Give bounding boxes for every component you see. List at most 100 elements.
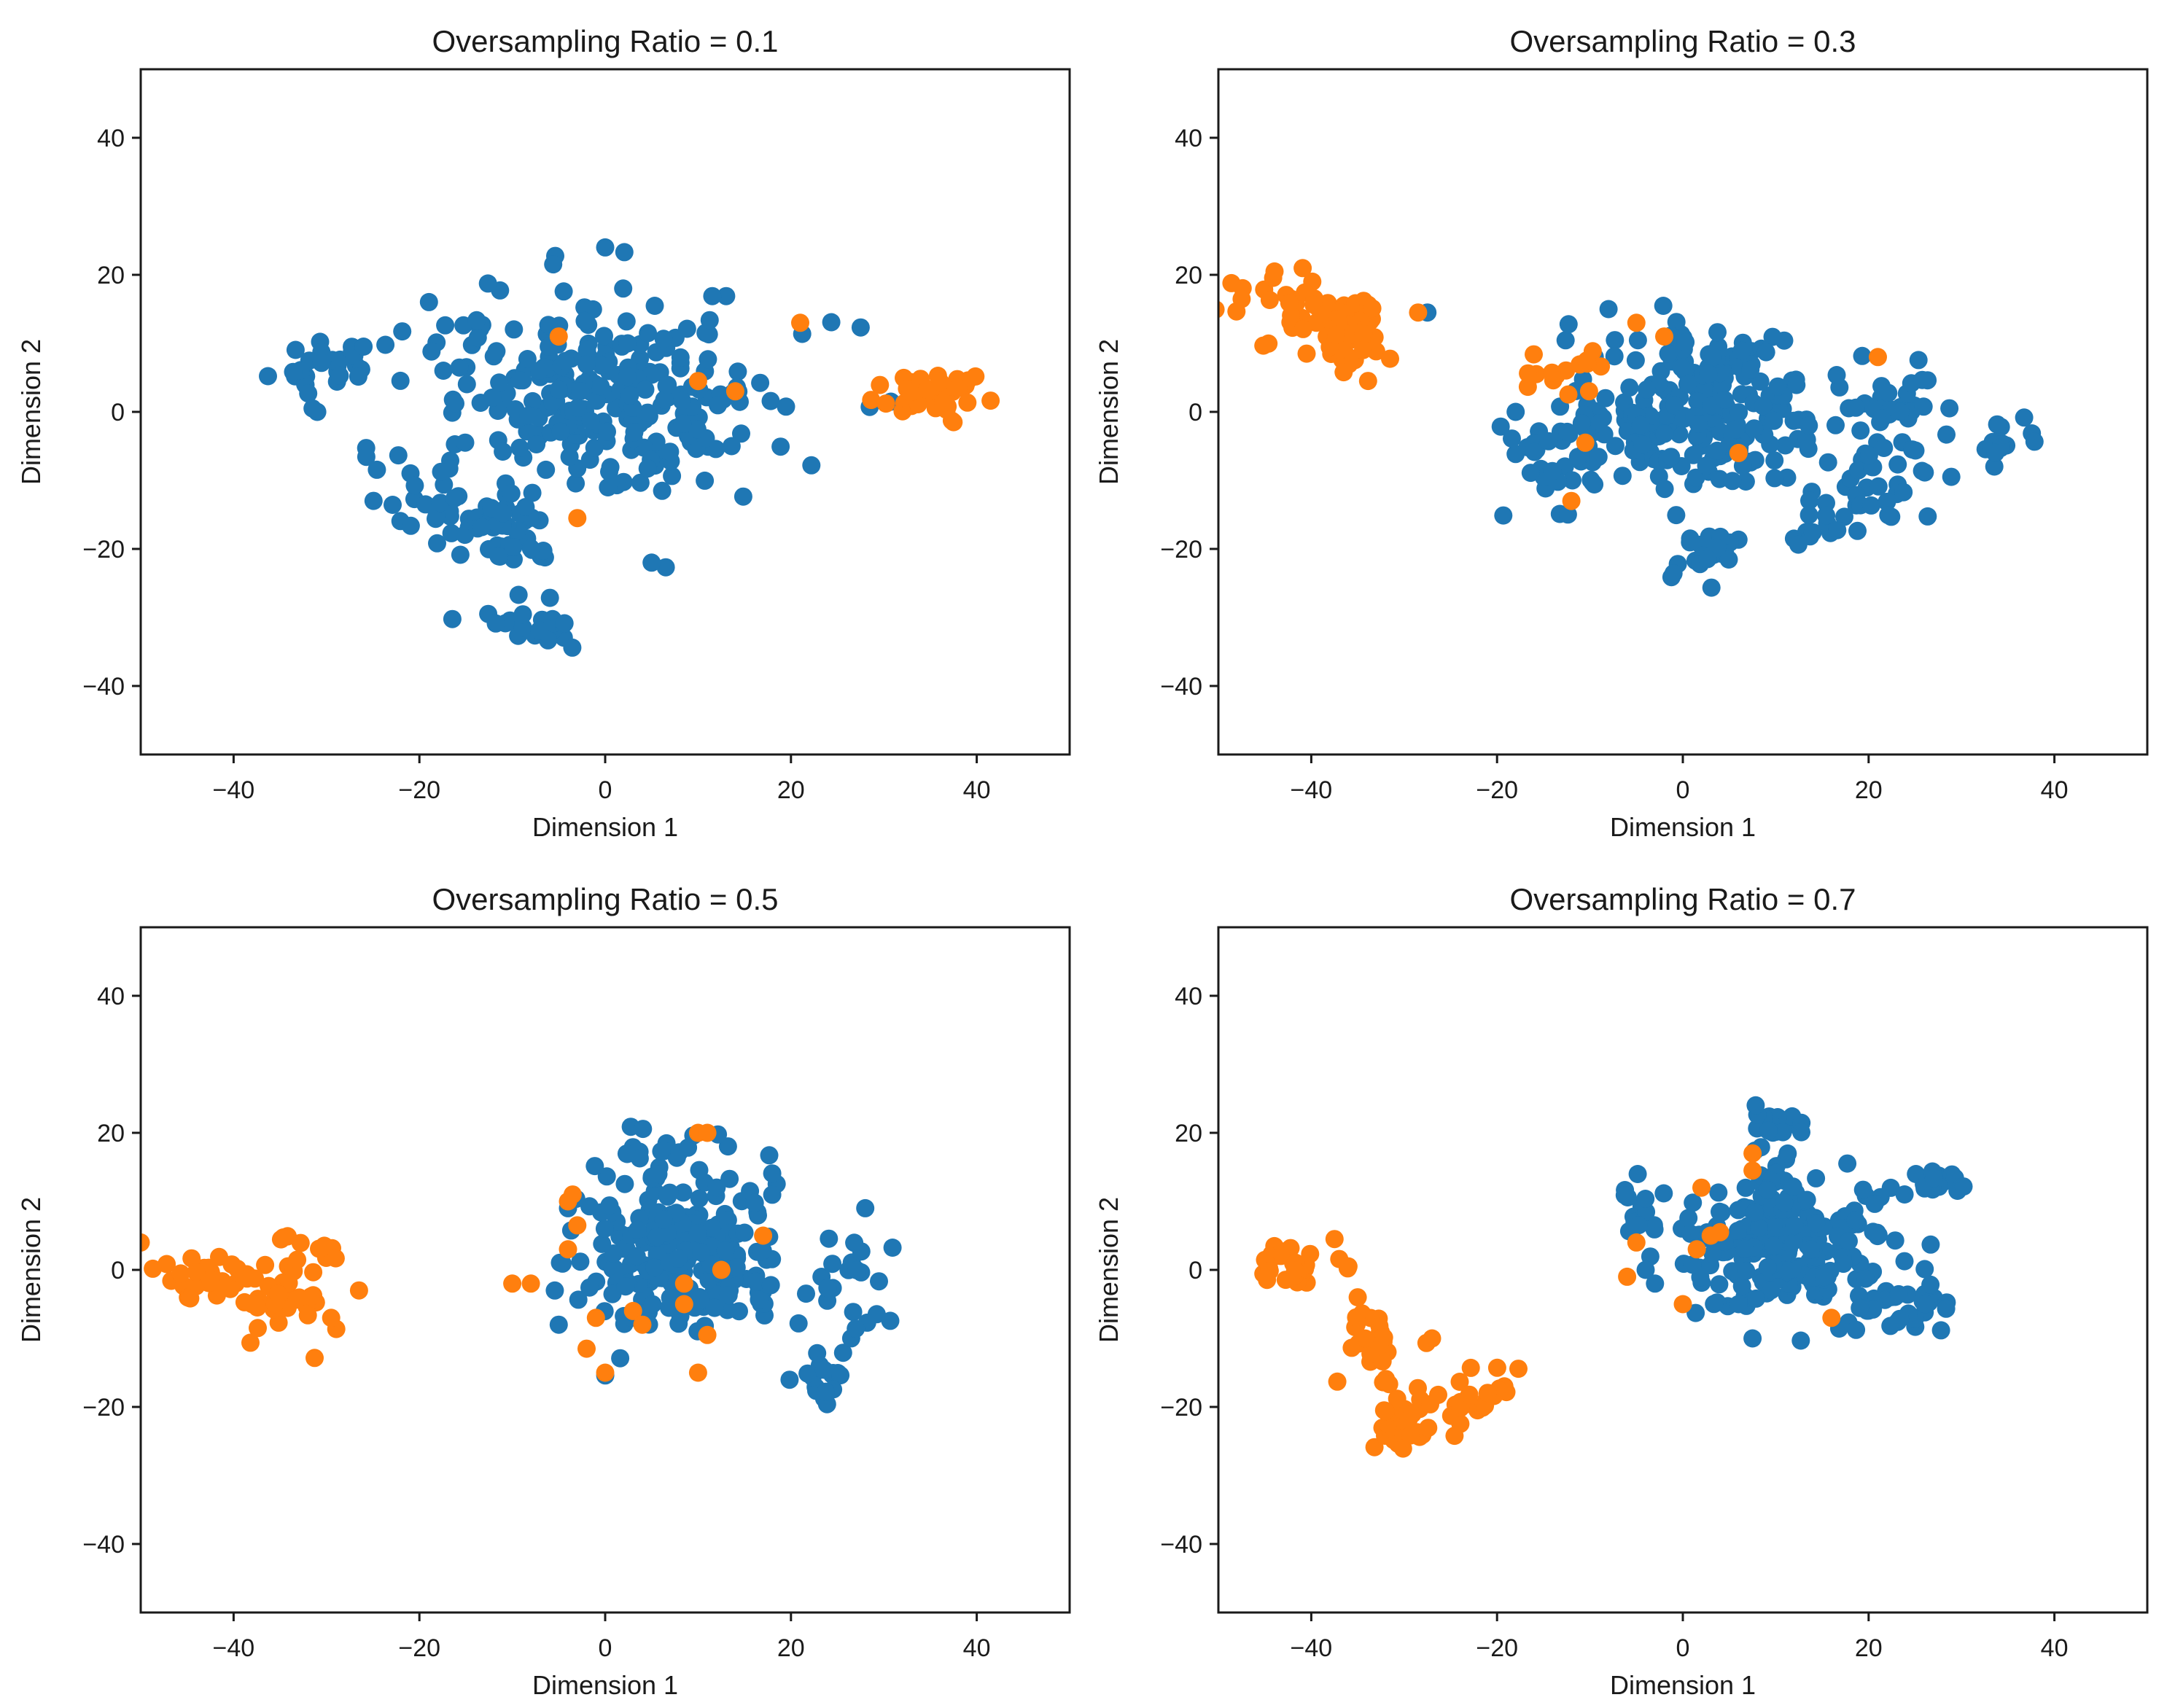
point-majority — [575, 311, 594, 330]
point-majority — [1986, 443, 2005, 462]
point-majority — [1708, 323, 1727, 342]
scatter-points — [259, 238, 1000, 657]
point-majority — [1735, 1239, 1754, 1258]
point-majority — [1942, 467, 1961, 486]
point-majority — [703, 286, 722, 305]
point-majority — [600, 462, 618, 481]
point-minority — [182, 1249, 201, 1268]
point-majority — [818, 1279, 837, 1298]
point-majority — [1758, 1180, 1777, 1199]
point-majority — [615, 243, 634, 262]
point-majority — [1807, 1169, 1826, 1188]
point-minority — [1711, 1222, 1730, 1241]
point-minority — [1627, 1233, 1646, 1252]
point-minority — [674, 1274, 693, 1293]
point-minority — [1525, 345, 1543, 364]
point-majority — [1662, 448, 1681, 467]
point-majority — [1891, 1309, 1910, 1328]
point-majority — [1818, 453, 1837, 472]
point-majority — [669, 1249, 688, 1268]
point-majority — [1703, 348, 1722, 367]
point-majority — [1659, 344, 1678, 363]
series-majority — [1418, 297, 2044, 597]
point-majority — [1800, 491, 1818, 510]
point-majority — [1765, 469, 1784, 488]
point-majority — [1525, 442, 1544, 461]
point-majority — [419, 292, 438, 311]
point-majority — [679, 1138, 698, 1157]
point-majority — [717, 286, 736, 305]
point-minority — [1339, 1257, 1358, 1276]
x-tick-label: −40 — [213, 776, 255, 804]
point-majority — [616, 1277, 635, 1296]
point-majority — [1763, 327, 1782, 346]
point-majority — [822, 313, 841, 332]
point-minority — [549, 327, 568, 346]
point-majority — [1667, 506, 1686, 525]
y-tick-label: 0 — [111, 1257, 125, 1284]
point-majority — [598, 422, 616, 441]
point-majority — [1762, 1281, 1781, 1300]
point-minority — [326, 1249, 345, 1268]
point-majority — [655, 390, 674, 409]
point-majority — [592, 356, 611, 375]
point-majority — [2015, 408, 2034, 427]
point-minority — [243, 1295, 262, 1314]
point-majority — [1599, 300, 1618, 319]
point-majority — [600, 1196, 619, 1215]
point-majority — [1853, 346, 1872, 365]
point-minority — [141, 1233, 150, 1252]
point-majority — [1869, 477, 1888, 496]
point-majority — [845, 1233, 864, 1252]
point-majority — [669, 1314, 688, 1333]
point-majority — [761, 391, 780, 410]
point-majority — [851, 318, 870, 337]
series-majority — [259, 238, 900, 657]
point-majority — [1705, 1295, 1724, 1314]
point-majority — [1710, 1275, 1729, 1294]
point-majority — [1903, 440, 1922, 459]
point-majority — [456, 433, 475, 452]
point-majority — [468, 328, 487, 347]
point-majority — [1921, 1275, 1940, 1294]
point-majority — [472, 518, 491, 537]
point-majority — [1620, 378, 1639, 397]
point-majority — [771, 437, 790, 456]
point-majority — [384, 496, 402, 514]
point-majority — [1787, 375, 1806, 394]
series-majority — [545, 1118, 902, 1413]
point-majority — [416, 495, 435, 514]
point-majority — [357, 448, 376, 467]
chart-title: Oversampling Ratio = 0.7 — [1509, 882, 1856, 916]
point-majority — [299, 384, 318, 403]
point-majority — [1684, 1193, 1703, 1212]
point-majority — [1848, 521, 1867, 540]
point-majority — [690, 1161, 709, 1179]
point-majority — [1888, 455, 1907, 474]
point-minority — [1265, 262, 1284, 281]
point-minority — [688, 372, 707, 391]
point-majority — [389, 446, 408, 465]
point-majority — [490, 373, 509, 392]
x-tick-label: 0 — [1676, 776, 1690, 804]
point-majority — [1596, 389, 1615, 407]
point-majority — [673, 414, 692, 433]
point-minority — [1579, 382, 1598, 401]
point-majority — [1631, 416, 1650, 434]
point-majority — [763, 1164, 782, 1183]
point-majority — [393, 322, 412, 341]
point-majority — [1633, 435, 1652, 454]
point-majority — [1918, 507, 1937, 526]
point-majority — [1801, 1240, 1820, 1259]
y-tick-label: −40 — [1160, 1531, 1202, 1559]
x-tick-label: 0 — [599, 1634, 612, 1662]
point-majority — [428, 534, 446, 553]
point-minority — [876, 394, 895, 413]
point-majority — [1764, 1236, 1783, 1255]
point-majority — [1679, 1209, 1698, 1228]
point-majority — [1741, 360, 1760, 379]
point-minority — [274, 1228, 293, 1247]
point-minority — [1304, 295, 1323, 314]
point-majority — [596, 238, 615, 257]
point-majority — [1678, 374, 1697, 393]
